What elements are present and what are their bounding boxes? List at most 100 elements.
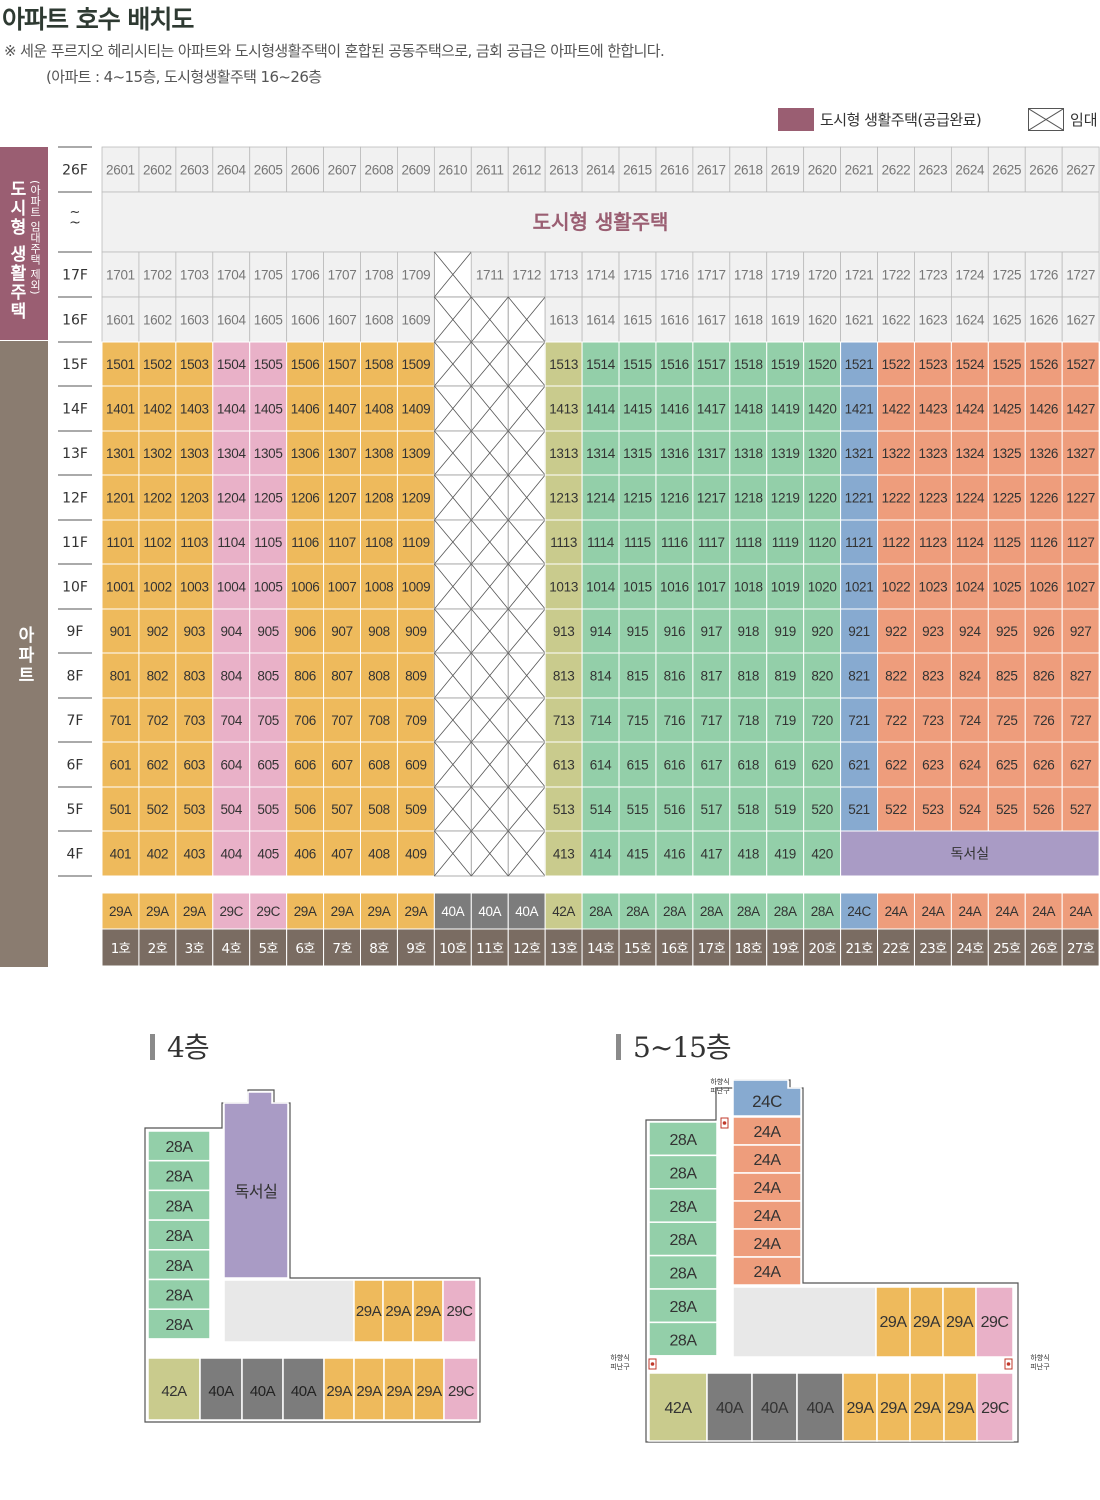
unit-number: 1314: [586, 446, 616, 461]
unit-number: 1718: [734, 268, 763, 283]
refuge-label-1: 하향식: [710, 1077, 729, 1086]
unit-number: 1309: [401, 446, 430, 461]
plan515-mid-label: 29A: [946, 1314, 974, 1331]
unit-cell: [286, 251, 324, 298]
plan515-bottom-unit: [706, 1372, 753, 1442]
unit-number: 620: [811, 758, 833, 773]
ho-cell: [1061, 928, 1100, 967]
plan515-unit-24a: [732, 1116, 802, 1146]
unit-number: 1602: [143, 313, 172, 328]
type-cell: [360, 892, 398, 930]
unit-cell: [766, 251, 805, 298]
ho-label: 23호: [919, 941, 947, 957]
unit-number: 1615: [623, 313, 652, 328]
unit-cell: [692, 652, 731, 699]
unit-number: 523: [922, 802, 944, 817]
unit-number: 701: [110, 713, 132, 728]
unit-cell: [581, 474, 620, 521]
unit-number: 1707: [328, 268, 357, 283]
unit-cell: [396, 608, 435, 654]
unit-cell: [249, 474, 288, 521]
unit-number: 618: [737, 758, 759, 773]
unit-number: 1414: [586, 402, 616, 417]
unit-number: 2603: [180, 163, 209, 178]
plan515-bottom-label: 40A: [761, 1400, 789, 1417]
unit-number: 1006: [291, 580, 320, 595]
unit-number: 1701: [106, 268, 135, 283]
unit-number: 1208: [365, 491, 394, 506]
unit-cell: [950, 652, 989, 699]
unit-cell: [212, 830, 251, 877]
unit-number: 1104: [217, 535, 246, 550]
plan515-left-label: 28A: [670, 1132, 698, 1149]
unit-cell: [729, 830, 768, 877]
unit-cell: [249, 652, 288, 699]
unit-number: 616: [664, 758, 686, 773]
type-label: 24A: [958, 904, 981, 919]
type-label: 24A: [995, 904, 1018, 919]
ho-cell: [175, 928, 214, 967]
unit-cell: [175, 341, 214, 387]
side-urban-bar: [0, 147, 48, 340]
ho-label: 21호: [845, 941, 873, 957]
unit-cell: [987, 697, 1026, 743]
unit-cell: [1061, 741, 1100, 788]
unit-number: 1008: [365, 580, 394, 595]
refuge-label-1: 하향식: [610, 1353, 629, 1362]
unit-number: 602: [147, 758, 169, 773]
ho-cell: [544, 928, 583, 967]
unit-cell: [840, 251, 878, 298]
unit-number: 1308: [365, 446, 394, 461]
rental-cross: [470, 741, 509, 788]
unit-cell: [913, 519, 952, 565]
unit-cell: [766, 741, 805, 788]
unit-number: 405: [257, 847, 279, 862]
plan515-unit-28a: [648, 1188, 718, 1223]
unit-cell: [1024, 519, 1063, 565]
floor-label: 12F: [62, 491, 88, 507]
type-label: 28A: [589, 904, 612, 919]
unit-number: 923: [922, 624, 944, 639]
floor-plan-5-15-title-text: 5~15층: [633, 1031, 732, 1064]
plan515-left-label: 28A: [670, 1199, 698, 1216]
unit-number: 1504: [217, 357, 247, 372]
unit-number: 1415: [623, 402, 652, 417]
unit-number: 1227: [1066, 491, 1095, 506]
plan4-unit-label: 28A: [166, 1139, 194, 1156]
unit-number: 808: [368, 669, 390, 684]
unit-number: 1514: [586, 357, 616, 372]
unit-cell: [1061, 146, 1100, 193]
unit-number: 525: [996, 802, 1018, 817]
type-label: 29A: [146, 904, 169, 919]
plan4-mid-label: 29C: [446, 1303, 473, 1320]
unit-number: 1004: [217, 580, 247, 595]
plan515-bottom-label: 40A: [716, 1400, 744, 1417]
unit-number: 1320: [808, 446, 837, 461]
unit-cell: [101, 519, 140, 565]
unit-number: 1221: [845, 491, 874, 506]
unit-cell: [101, 146, 140, 193]
unit-number: 1624: [955, 313, 985, 328]
unit-cell: [803, 741, 842, 788]
unit-number: 821: [848, 669, 870, 684]
unit-cell: [286, 697, 325, 743]
unit-number: 1708: [365, 268, 394, 283]
unit-cell: [360, 474, 398, 521]
plan515-mid-unit: [875, 1286, 911, 1358]
rental-cross: [470, 697, 509, 743]
unit-number: 1522: [882, 357, 911, 372]
unit-cell: [360, 146, 398, 193]
unit-number: 626: [1033, 758, 1055, 773]
plan4-bottom-label: 40A: [250, 1383, 276, 1400]
unit-number: 503: [184, 802, 206, 817]
unit-cell: [950, 608, 989, 654]
unit-cell: [286, 341, 325, 387]
unit-number: 1022: [882, 580, 911, 595]
plan4-bottom-label: 29A: [416, 1383, 442, 1400]
rental-cross: [434, 652, 472, 699]
unit-cell: [913, 430, 952, 476]
plan4-unit-label: 28A: [166, 1169, 194, 1186]
unit-number: 517: [701, 802, 723, 817]
unit-number: 1407: [328, 402, 357, 417]
unit-number: 913: [553, 624, 575, 639]
